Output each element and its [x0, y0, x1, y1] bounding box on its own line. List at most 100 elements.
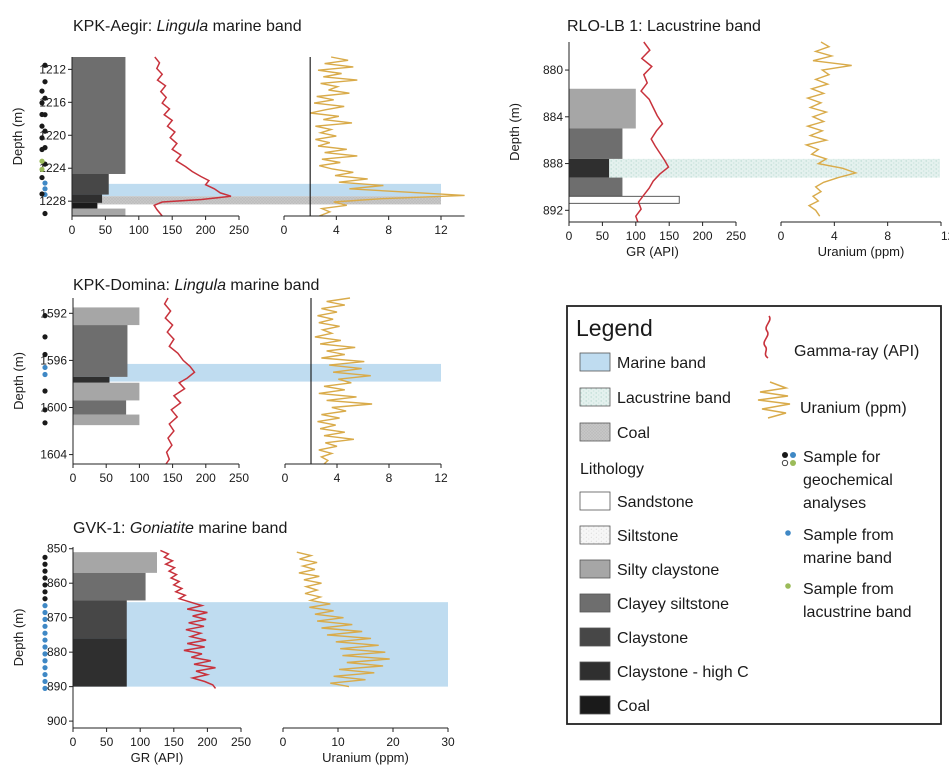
title-suffix: marine band	[226, 277, 319, 294]
uranium-tick-label: 10	[331, 735, 345, 749]
title-prefix: RLO-LB 1: Lacustrine band	[567, 18, 761, 35]
legend-item-lacustrine-band: Lacustrine band	[579, 387, 731, 407]
gr-tick-label: 200	[197, 735, 217, 749]
depth-tick-label: 850	[47, 542, 67, 556]
depth-tick-label: 1600	[40, 400, 67, 414]
legend-item-claystone-high-c: Claystone - high C	[579, 661, 749, 681]
sample-dot-green	[790, 460, 796, 466]
uranium-curve	[296, 551, 390, 688]
depth-tick-label: 860	[47, 576, 67, 590]
depth-tick-label: 1592	[40, 306, 67, 320]
depth-axis-label: Depth (m)	[10, 108, 25, 166]
sample-black	[39, 88, 45, 94]
uranium-tick-label: 0	[282, 471, 289, 485]
sample-black	[42, 568, 48, 574]
legend-item-siltstone: Siltstone	[579, 525, 678, 545]
lithology-claystone_high_c	[73, 638, 127, 687]
sample-black	[39, 135, 45, 141]
silty-claystone-label: Silty claystone	[617, 562, 719, 579]
depth-tick-label: 880	[543, 63, 563, 77]
sample-black	[39, 123, 45, 129]
silty-claystone-swatch	[579, 559, 611, 579]
gr-tick-label: 150	[659, 229, 679, 243]
lithology-clayey_siltstone	[72, 57, 126, 174]
uranium-axis-label: Uranium (ppm)	[322, 750, 409, 765]
lacustrine-band-swatch	[579, 387, 611, 407]
lithology-clayey_siltstone	[569, 128, 623, 159]
sample-blue	[42, 616, 48, 623]
depth-axis-label: Depth (m)	[11, 352, 26, 410]
uranium-tick-label: 4	[831, 229, 838, 243]
sample-black	[42, 334, 48, 340]
sample-black	[42, 313, 48, 319]
gamma-ray-curve	[160, 549, 217, 689]
sample-black	[42, 128, 48, 134]
uranium-tick-label: 12	[434, 223, 448, 237]
sample-blue	[42, 364, 48, 371]
lacustrine-band-label: Lacustrine band	[617, 390, 731, 407]
gr-tick-label: 0	[566, 229, 573, 243]
gr-axis-label: GR (API)	[131, 750, 184, 765]
sample-black	[42, 554, 48, 560]
legend-item-gamma-ray: Gamma-ray (API)	[763, 315, 919, 360]
panel-rlo-lb1: RLO-LB 1: Lacustrine band880884888892Dep…	[39, 18, 949, 259]
gamma-ray-label: Gamma-ray (API)	[794, 343, 919, 360]
panel-title: GVK-1: Goniatite marine band	[73, 520, 287, 537]
lithology-clayey_siltstone	[569, 177, 623, 197]
lithology-claystone_high_c	[72, 194, 103, 203]
panel-gvk-1: GVK-1: Goniatite marine band 850 860 870 880…	[11, 520, 455, 765]
title-prefix: GVK-1:	[73, 520, 130, 537]
sample-green	[39, 166, 45, 173]
claystone-label: Claystone	[617, 630, 688, 647]
depth-tick-label: 870	[47, 611, 67, 625]
uranium-tick-label: 12	[434, 471, 448, 485]
legend-item-claystone: Claystone	[579, 627, 688, 647]
band-coal_band	[72, 196, 441, 205]
gr-tick-label: 150	[162, 223, 182, 237]
coal-swatch	[579, 695, 611, 715]
gr-tick-label: 250	[229, 471, 249, 485]
sample-geochem-line-2: geochemical	[803, 472, 893, 489]
marine-band-swatch	[579, 352, 611, 372]
band-marine	[72, 183, 441, 197]
sample-black	[42, 596, 48, 602]
gr-tick-label: 200	[196, 471, 216, 485]
gr-tick-label: 0	[70, 471, 77, 485]
panel-title: KPK-Domina: Lingula marine band	[73, 277, 319, 294]
title-prefix: KPK-Aegir:	[73, 18, 157, 35]
depth-tick-label: 1228	[39, 194, 66, 208]
depth-tick-label: 900	[47, 714, 67, 728]
svg-text:Sample for geochemical: Sample for geochemical analyses	[803, 449, 897, 512]
gamma-ray-symbol	[763, 315, 771, 359]
depth-tick-label: 1212	[39, 62, 66, 76]
gr-tick-label: 0	[69, 223, 76, 237]
lithology-silty_claystone	[569, 88, 636, 129]
legend-item-sample-lacustrine: Sample from lacustrine band	[785, 581, 912, 621]
sample-blue	[42, 637, 48, 643]
coal-band-swatch	[579, 422, 611, 442]
sample-marine-line-1: Sample from	[803, 527, 894, 544]
lithology-clayey_siltstone	[73, 400, 127, 415]
band-lacustrine	[569, 158, 940, 178]
coal-band-label: Coal	[617, 425, 650, 442]
lithology-claystone_high_c	[73, 376, 110, 383]
sample-dot-black	[782, 452, 788, 458]
sample-black	[42, 589, 48, 595]
gr-tick-label: 250	[726, 229, 746, 243]
gr-axis-label: GR (API)	[626, 244, 679, 259]
claystone-swatch	[579, 627, 611, 647]
sample-black	[42, 582, 48, 588]
sample-black	[42, 210, 48, 217]
claystone-high-c-label: Claystone - high C	[617, 664, 749, 681]
lithology-clayey_siltstone	[73, 572, 146, 601]
lithology-claystone	[73, 600, 127, 639]
gamma-ray-curve	[163, 297, 196, 465]
gr-tick-label: 0	[70, 735, 77, 749]
sample-blue	[42, 180, 48, 186]
band-marine	[73, 602, 448, 687]
legend-frame	[566, 305, 942, 725]
legend-item-sandstone: Sandstone	[579, 491, 694, 511]
sample-geochem-line-1: Sample for	[803, 449, 881, 466]
sample-geochem-line-3: analyses	[803, 495, 866, 512]
